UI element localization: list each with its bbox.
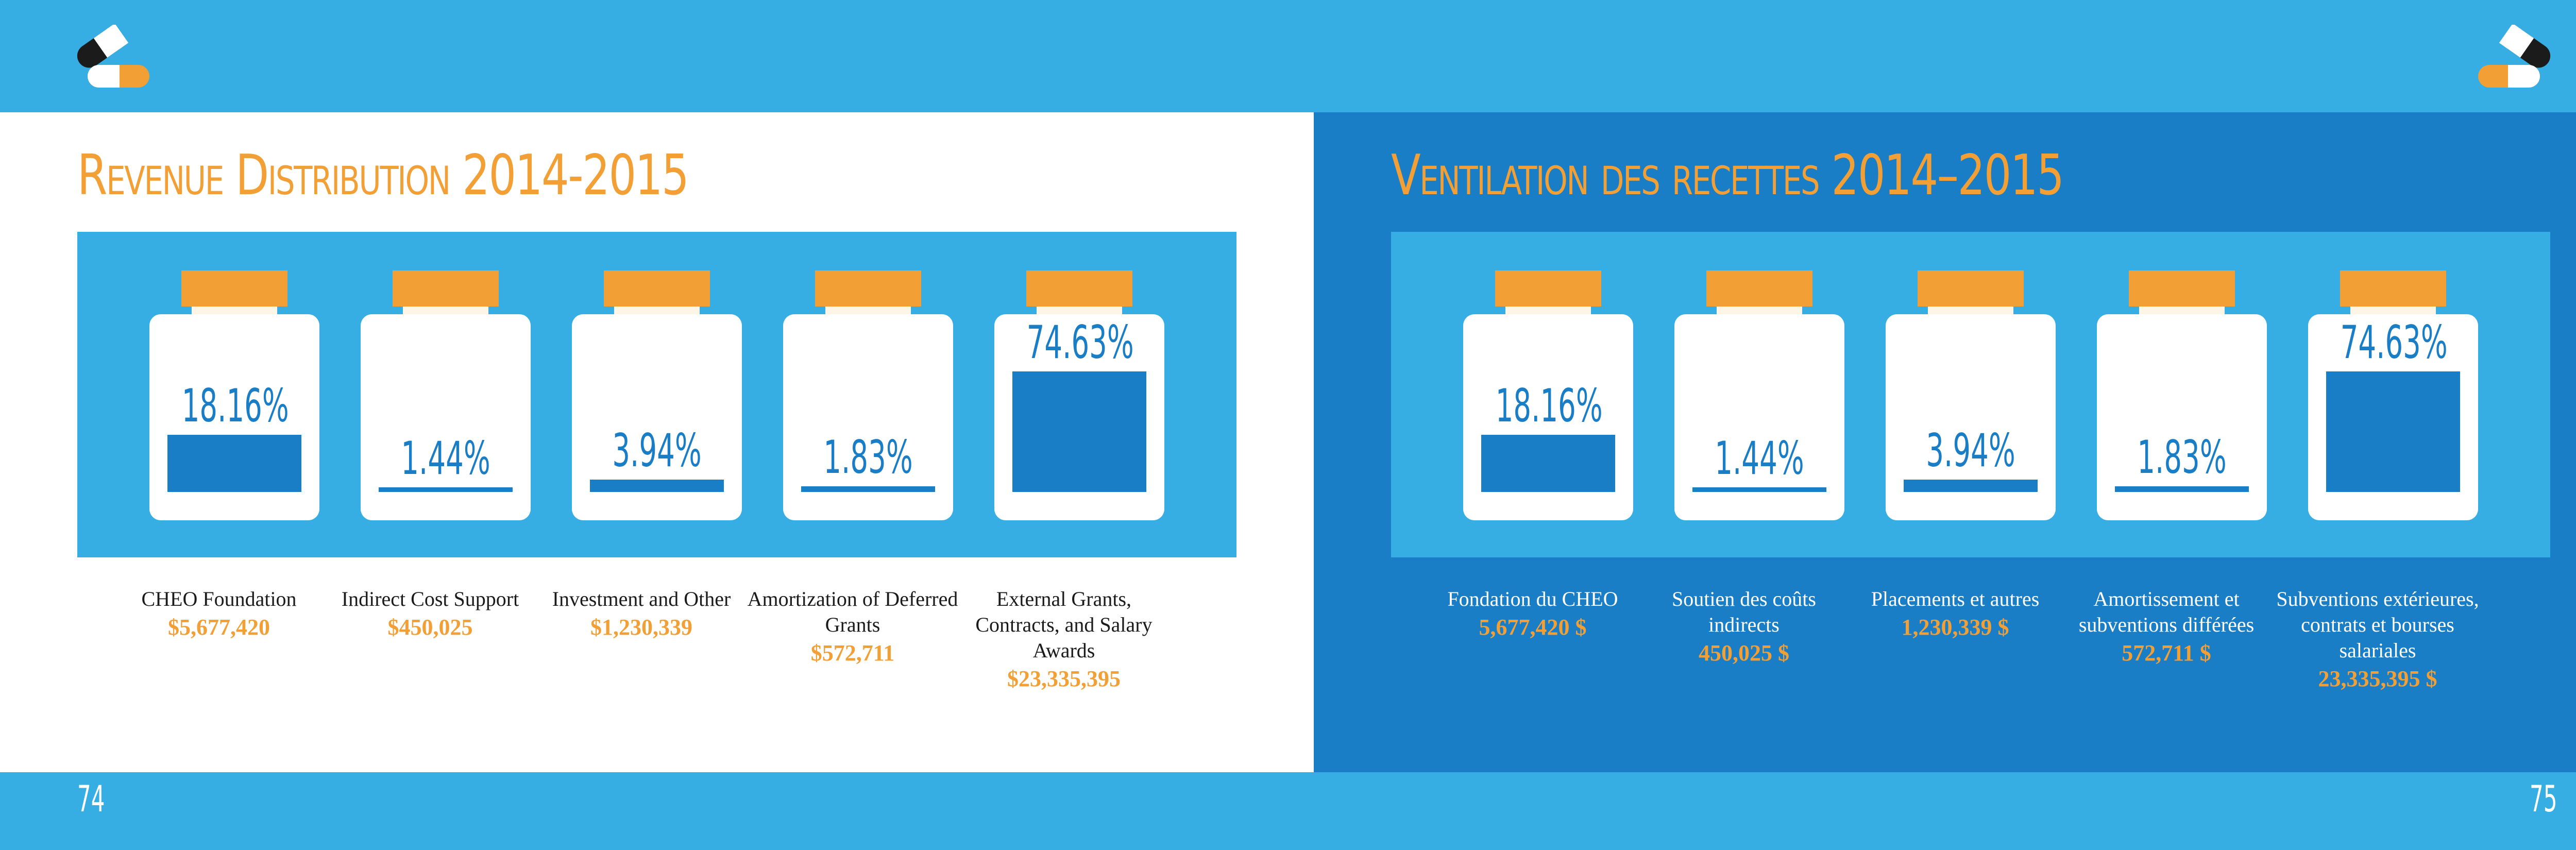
pill-capsule-icon: [2473, 25, 2555, 92]
bar-fill: [1692, 487, 1826, 492]
value-label: 74.63%: [2340, 316, 2448, 369]
category-amount: $450,025: [387, 615, 473, 640]
category-amount: $572,711: [810, 640, 895, 666]
value-label: 3.94%: [1926, 424, 2015, 477]
page-number-right: 75: [2530, 778, 2557, 820]
jar-cap: [1918, 270, 2024, 307]
category-label: Subventions extérieures, contrats et bou…: [2269, 586, 2486, 694]
jar-cap: [181, 270, 287, 307]
category-label: External Grants, Contracts, and Salary A…: [956, 586, 1172, 694]
chart-panel: 18.16% 1.44% 3.94% 1.83% 74.63%: [1391, 232, 2550, 557]
jar-bar: 1.83%: [783, 270, 953, 520]
category-amount: 450,025 $: [1699, 640, 1789, 666]
jar-body: [361, 314, 531, 520]
jar-bar: 74.63%: [994, 270, 1164, 520]
bar-fill: [167, 435, 301, 492]
value-label: 1.44%: [1715, 432, 1804, 485]
category-labels: Fondation du CHEO 5,677,420 $ Soutien des …: [1391, 586, 2550, 720]
page-number-left: 74: [77, 778, 105, 820]
jar-bar: 1.44%: [361, 270, 531, 520]
value-label: 1.44%: [401, 432, 490, 485]
category-name: Soutien des coûts indirects: [1672, 587, 1816, 636]
category-name: Subventions extérieures, contrats et bou…: [2276, 587, 2479, 662]
jar-cap: [1026, 270, 1132, 307]
jar-cap: [815, 270, 921, 307]
pill-capsule-icon: [72, 25, 155, 92]
category-amount: 572,711 $: [2122, 640, 2211, 666]
jar-bar: 18.16%: [149, 270, 319, 520]
category-amount: 5,677,420 $: [1479, 615, 1587, 640]
category-name: Fondation du CHEO: [1447, 587, 1618, 610]
value-label: 18.16%: [181, 379, 289, 433]
jar-body: [1674, 314, 1844, 520]
jar-cap: [2129, 270, 2235, 307]
jar-cap: [393, 270, 499, 307]
category-name: CHEO Foundation: [141, 587, 297, 610]
jar-cap: [1706, 270, 1812, 307]
category-label: Indirect Cost Support $450,025: [322, 586, 538, 643]
bar-fill: [1481, 435, 1615, 492]
header-bar: [0, 0, 2576, 112]
value-label: 74.63%: [1026, 316, 1134, 369]
category-amount: $1,230,339: [590, 615, 692, 640]
category-label: CHEO Foundation $5,677,420: [111, 586, 327, 643]
jar-body: [2097, 314, 2267, 520]
jar-bar: 3.94%: [572, 270, 742, 520]
category-label: Placements et autres 1,230,339 $: [1847, 586, 2063, 643]
category-label: Amortissement et subventions différées 57…: [2058, 586, 2275, 669]
bar-fill: [2115, 486, 2249, 492]
bar-fill: [379, 487, 513, 492]
jar-bar: 74.63%: [2308, 270, 2478, 520]
jar-bar: 1.83%: [2097, 270, 2267, 520]
category-name: Amortization of Deferred Grants: [747, 587, 958, 636]
jar-bar: 18.16%: [1463, 270, 1633, 520]
value-label: 18.16%: [1495, 379, 1603, 433]
bar-fill: [2326, 371, 2460, 492]
category-name: Investment and Other: [552, 587, 731, 610]
value-label: 3.94%: [612, 424, 702, 477]
category-name: External Grants, Contracts, and Salary A…: [975, 587, 1153, 662]
category-label: Fondation du CHEO 5,677,420 $: [1425, 586, 1641, 643]
category-name: Amortissement et subventions différées: [2078, 587, 2255, 636]
category-label: Amortization of Deferred Grants $572,711: [744, 586, 961, 669]
footer-bar: [0, 772, 2576, 850]
category-amount: 23,335,395 $: [2318, 666, 2437, 691]
category-label: Soutien des coûts indirects 450,025 $: [1636, 586, 1852, 669]
jar-cap: [2340, 270, 2446, 307]
jar-cap: [604, 270, 710, 307]
value-label: 1.83%: [2137, 430, 2227, 484]
bar-fill: [801, 486, 935, 492]
chart-panel: 18.16% 1.44% 3.94% 1.83% 74.63%: [77, 232, 1236, 557]
category-amount: $5,677,420: [168, 615, 270, 640]
jar-bar: 3.94%: [1886, 270, 2056, 520]
category-name: Placements et autres: [1871, 587, 2040, 610]
chart-title: Ventilation des recettes 2014–2015: [1391, 143, 2064, 208]
jar-cap: [1495, 270, 1601, 307]
value-label: 1.83%: [823, 430, 913, 484]
jar-bar: 1.44%: [1674, 270, 1844, 520]
jar-body: [783, 314, 953, 520]
category-label: Investment and Other $1,230,339: [533, 586, 750, 643]
category-amount: $23,335,395: [1007, 666, 1121, 691]
bar-fill: [1904, 480, 2038, 492]
page-right: Ventilation des recettes 2014–2015 18.16…: [1314, 112, 2576, 772]
category-labels: CHEO Foundation $5,677,420 Indirect Cost S…: [77, 586, 1236, 720]
category-name: Indirect Cost Support: [341, 587, 519, 610]
category-amount: 1,230,339 $: [1901, 615, 2009, 640]
chart-title: Revenue Distribution 2014-2015: [77, 143, 689, 208]
bar-fill: [1012, 371, 1146, 492]
bar-fill: [590, 480, 724, 492]
page-left: Revenue Distribution 2014-2015 18.16% 1.4…: [0, 112, 1314, 772]
